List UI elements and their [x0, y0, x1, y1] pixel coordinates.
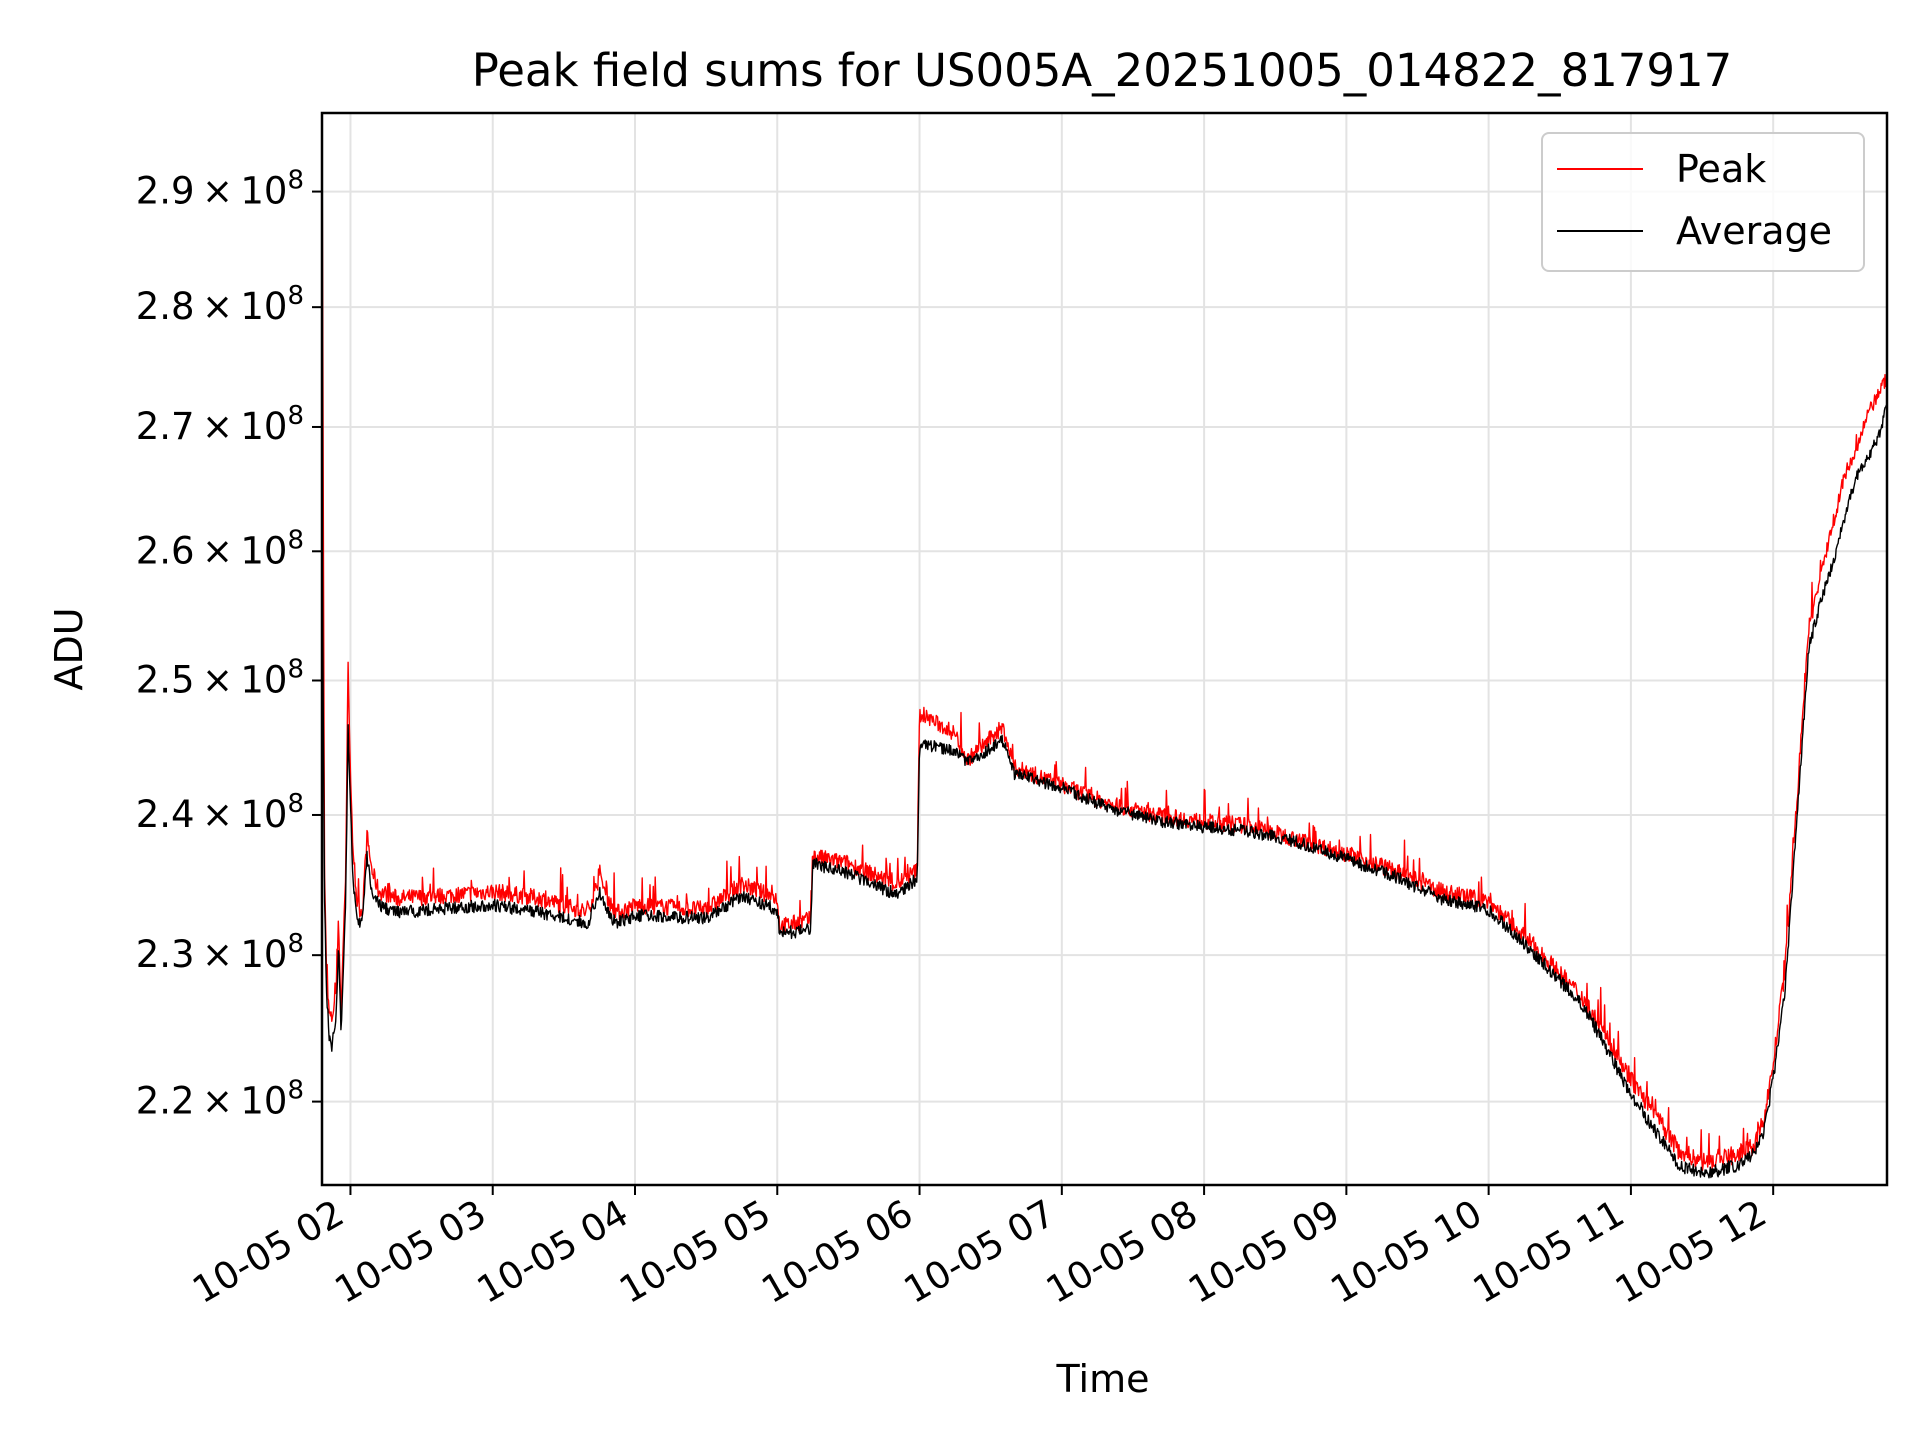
- y-tick-label: 2.7 × 108: [136, 401, 304, 448]
- y-tick-label: 2.8 × 108: [136, 281, 304, 328]
- y-tick-label: 2.5 × 108: [136, 654, 304, 701]
- y-axis-ticks: 2.2 × 108 2.3 × 108 2.4 × 108 2.5 × 108 2.6 …: [136, 166, 322, 1123]
- y-tick-label: 2.9 × 108: [136, 166, 304, 213]
- chart-title: Peak field sums for US005A_20251005_0148…: [472, 44, 1733, 97]
- series-line-peak: [321, 119, 1888, 1172]
- y-tick-label: 2.2 × 108: [136, 1076, 304, 1123]
- series-lines: [321, 119, 1888, 1179]
- y-tick-label: 2.4 × 108: [136, 789, 304, 836]
- plot-frame: [320, 111, 1889, 1187]
- legend-average-label: Average: [1676, 209, 1832, 253]
- y-tick-label: 2.6 × 108: [136, 525, 304, 572]
- x-axis-label: Time: [1056, 1357, 1150, 1401]
- series-line-average: [321, 404, 1888, 1179]
- legend: Peak Average: [1541, 132, 1865, 272]
- y-tick-label: 2.3 × 108: [136, 929, 304, 976]
- legend-box: [1541, 132, 1865, 272]
- y-axis-label: ADU: [47, 607, 91, 690]
- legend-peak-label: Peak: [1676, 147, 1766, 191]
